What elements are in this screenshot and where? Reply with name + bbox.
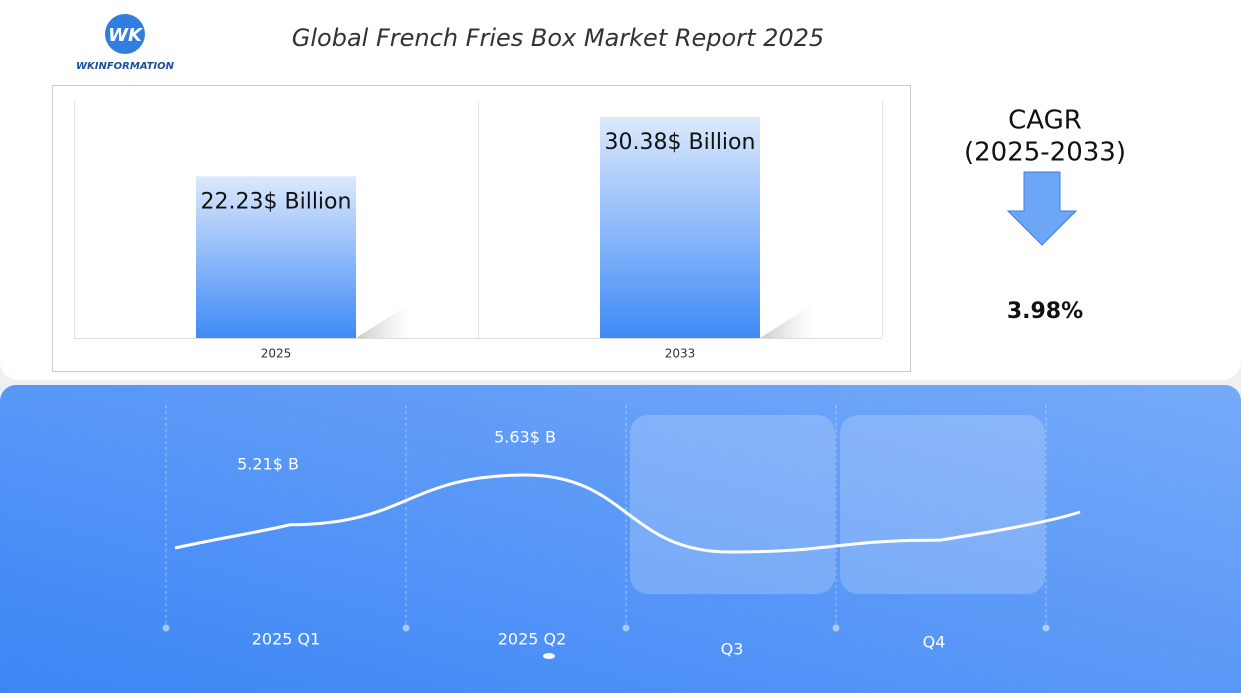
cagr-value: 3.98% (1007, 299, 1083, 324)
value-label: 5.63$ B (494, 428, 556, 447)
highlight-panel (630, 415, 835, 594)
x-tick-label: 2025 Q1 (252, 630, 321, 649)
title: Global French Fries Box Market Report 20… (292, 24, 824, 52)
bar-shadow (760, 303, 815, 338)
x-tick-label: 2025 Q2 (498, 630, 567, 649)
logo-name: WKINFORMATION (76, 61, 175, 72)
bar (600, 117, 760, 338)
x-tick-label: Q4 (923, 633, 946, 652)
bar-value-label: 22.23$ Billion (201, 189, 352, 214)
bar-chart: 22.23$ Billion 2025 30.38$ Billion 2033 (74, 101, 883, 361)
bottom-panel (0, 385, 1241, 693)
line-chart: 5.21$ B 2025 Q1 5.63$ B 2025 Q2 Q3 Q4 (162, 405, 1081, 659)
bar-value-label: 30.38$ Billion (605, 130, 756, 155)
divider-dot (622, 624, 630, 632)
down-arrow (1006, 171, 1078, 246)
bar (196, 176, 356, 338)
divider-dot (162, 624, 170, 632)
bar-chart-frame (52, 85, 911, 372)
cagr-label: CAGR (1008, 106, 1082, 136)
cagr-period: (2025-2033) (964, 138, 1126, 168)
value-label: 5.21$ B (237, 455, 299, 474)
x-tick-label: 2025 (261, 347, 292, 361)
logo-mark: WK (108, 25, 144, 46)
bar-shadow (356, 303, 411, 338)
x-tick-label: 2033 (665, 347, 696, 361)
divider-dot (402, 624, 410, 632)
x-tick-label: Q3 (721, 640, 744, 659)
divider-dot (1042, 624, 1050, 632)
line (174, 473, 1081, 554)
divider-dot (832, 624, 840, 632)
highlight-panel (840, 415, 1045, 594)
logo-globe (105, 14, 145, 54)
active-dot (543, 653, 555, 659)
